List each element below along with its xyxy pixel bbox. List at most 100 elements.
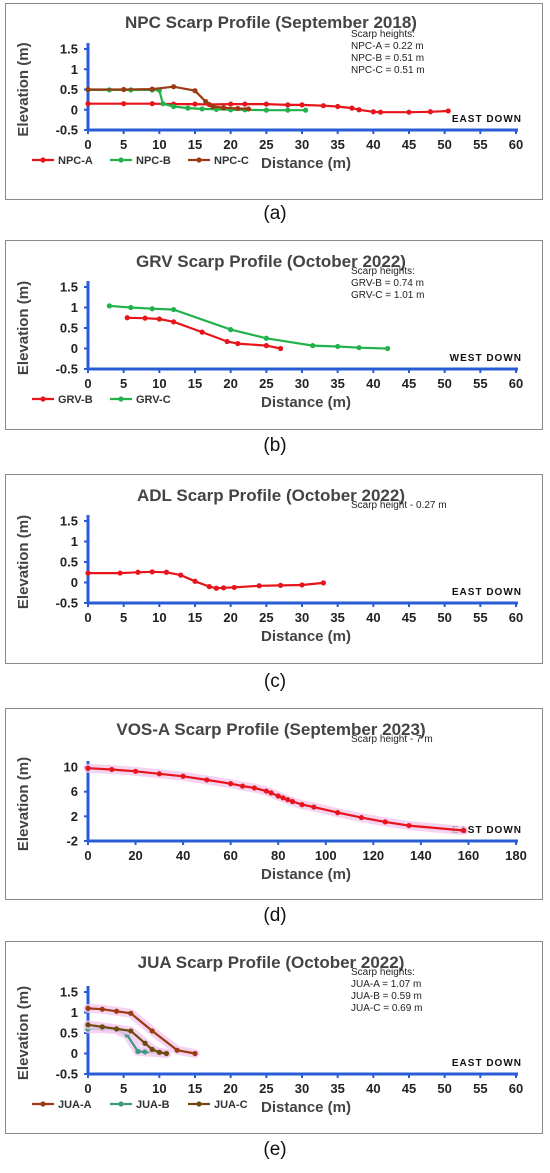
legend-marker	[118, 1101, 124, 1107]
y-axis-label: Elevation (m)	[15, 986, 32, 1080]
y-tick-label: -0.5	[56, 1067, 78, 1082]
x-tick-label: 80	[271, 848, 285, 863]
data-point	[185, 105, 191, 111]
data-point	[113, 1026, 120, 1032]
direction-label: EAST DOWN	[452, 1058, 522, 1069]
x-tick-label: 5	[120, 1081, 127, 1096]
y-tick-label: 0	[71, 341, 78, 356]
x-tick-label: 60	[509, 137, 523, 152]
data-point	[156, 316, 162, 322]
x-tick-label: 0	[84, 610, 91, 625]
data-point	[142, 1040, 148, 1046]
data-point	[263, 101, 269, 107]
chart-svg: NPC Scarp Profile (September 2018) -0.5 0 0…	[15, 13, 523, 172]
y-tick-label: 1	[71, 62, 78, 77]
legend-marker	[196, 1101, 202, 1107]
data-point	[192, 88, 198, 94]
data-point	[121, 86, 127, 93]
data-point	[180, 773, 186, 779]
data-point	[85, 86, 91, 93]
data-point	[174, 1047, 180, 1053]
data-point	[263, 788, 269, 794]
data-point	[220, 105, 227, 111]
y-tick-label: 0.5	[60, 321, 78, 336]
x-tick-label: 15	[188, 376, 202, 391]
panel-caption-c: (c)	[263, 671, 287, 692]
panel-caption-e: (e)	[263, 1139, 287, 1160]
data-point	[235, 340, 241, 347]
x-tick-label: 50	[437, 376, 451, 391]
x-tick-label: 55	[473, 376, 487, 391]
data-point	[302, 107, 309, 113]
data-point	[109, 766, 115, 773]
data-point	[192, 101, 198, 107]
x-tick-label: 50	[437, 137, 451, 152]
data-point	[128, 1010, 134, 1016]
legend-label: JUA-C	[214, 1099, 248, 1111]
x-axis-label: Distance (m)	[261, 155, 351, 172]
x-tick-label: 15	[188, 137, 202, 152]
data-point	[163, 1050, 170, 1057]
data-point	[299, 802, 305, 808]
y-tick-label: 1.5	[60, 42, 78, 57]
x-axis-label: Distance (m)	[261, 866, 351, 883]
data-point	[299, 582, 305, 588]
data-point	[192, 578, 198, 584]
data-point	[99, 1024, 105, 1030]
annotation-text: GRV-C = 1.01 m	[351, 290, 424, 301]
x-tick-label: 25	[259, 376, 273, 391]
x-axis-label: Distance (m)	[261, 1099, 351, 1116]
data-point	[356, 107, 362, 113]
x-tick-label: 0	[84, 1081, 91, 1096]
direction-label: EAST DOWN	[452, 114, 522, 125]
chart-title: NPC Scarp Profile (September 2018)	[125, 13, 417, 32]
x-tick-label: 50	[437, 610, 451, 625]
data-point	[142, 1049, 148, 1055]
data-point	[132, 768, 139, 774]
annotation-text: Scarp height - 7 m	[351, 734, 433, 745]
chart-panel-vos: VOS-A Scarp Profile (September 2023) -2 2 6…	[5, 708, 543, 900]
annotation-text: Scarp heights:	[351, 29, 415, 40]
direction-label: WEST DOWN	[450, 353, 522, 364]
y-tick-label: 0	[71, 102, 78, 117]
chart-title: JUA Scarp Profile (October 2022)	[138, 953, 405, 972]
data-point	[356, 345, 362, 351]
chart-svg: JUA Scarp Profile (October 2022) -0.5 0 0.5…	[15, 953, 523, 1116]
data-point	[278, 582, 284, 588]
chart-panel-npc: NPC Scarp Profile (September 2018) -0.5 0 0…	[5, 3, 543, 200]
x-tick-label: 45	[402, 1081, 416, 1096]
data-point	[85, 765, 91, 771]
data-point	[285, 797, 291, 803]
legend-label: NPC-B	[136, 155, 171, 167]
data-point	[85, 101, 91, 107]
data-point	[320, 103, 326, 109]
x-tick-label: 40	[366, 610, 380, 625]
data-point	[156, 1049, 162, 1055]
x-tick-label: 55	[473, 1081, 487, 1096]
data-point	[231, 584, 237, 591]
data-point	[285, 102, 291, 108]
y-axis-label: Elevation (m)	[15, 515, 32, 609]
data-point	[370, 109, 376, 115]
series-halo	[83, 763, 469, 835]
data-point	[251, 785, 258, 791]
data-point	[85, 1022, 91, 1028]
y-axis-label: Elevation (m)	[15, 42, 32, 136]
data-point	[263, 343, 269, 349]
data-point	[242, 101, 248, 107]
x-tick-label: 0	[84, 376, 91, 391]
data-point	[171, 306, 177, 313]
data-point	[224, 338, 230, 345]
y-tick-label: 0.5	[60, 82, 78, 97]
chart-panel-grv: GRV Scarp Profile (October 2022) -0.5 0 0.5…	[5, 240, 543, 430]
chart-svg: ADL Scarp Profile (October 2022) -0.5 0 0.5…	[15, 486, 523, 645]
legend-label: GRV-C	[136, 394, 171, 406]
legend-marker	[118, 157, 124, 163]
x-tick-label: 30	[295, 610, 309, 625]
data-point	[213, 585, 219, 591]
data-point	[192, 1050, 198, 1057]
x-tick-label: 30	[295, 376, 309, 391]
data-point	[228, 101, 234, 107]
data-point	[178, 572, 184, 578]
data-point	[335, 810, 341, 816]
